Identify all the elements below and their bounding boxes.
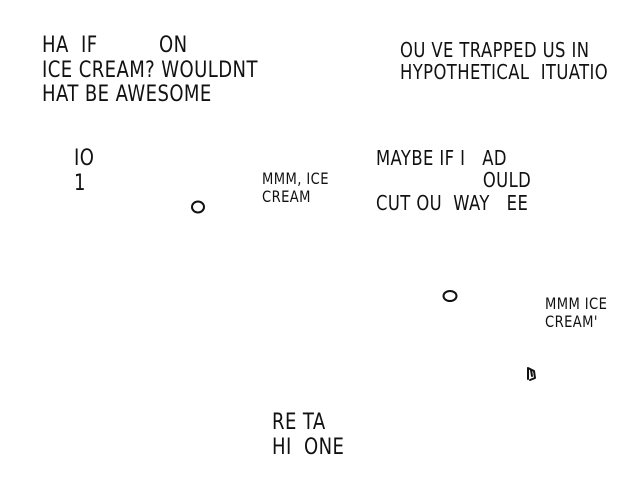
caption-text-bottom: RE TA HI ONE (272, 410, 345, 460)
speech-text-mid-left: IO 1 (74, 146, 95, 196)
speech-text-mid-right: MAYBE IF I AD OULD CUT OU WAY EE (376, 146, 532, 215)
small-circle-mark (442, 290, 458, 302)
speech-text-mid-center: MMM, ICE CREAM (262, 169, 329, 206)
speech-text-top-left: HA IF ON ICE CREAM? WOULDNT HAT BE AWESO… (42, 33, 258, 108)
speech-text-lower-right: MMM ICE CREAM' (545, 294, 608, 331)
speech-text-top-right: OU VE TRAPPED US IN HYPOTHETICAL ITUATIO (400, 38, 609, 85)
small-circle-mark (191, 200, 205, 214)
scribble-mark (527, 367, 536, 381)
